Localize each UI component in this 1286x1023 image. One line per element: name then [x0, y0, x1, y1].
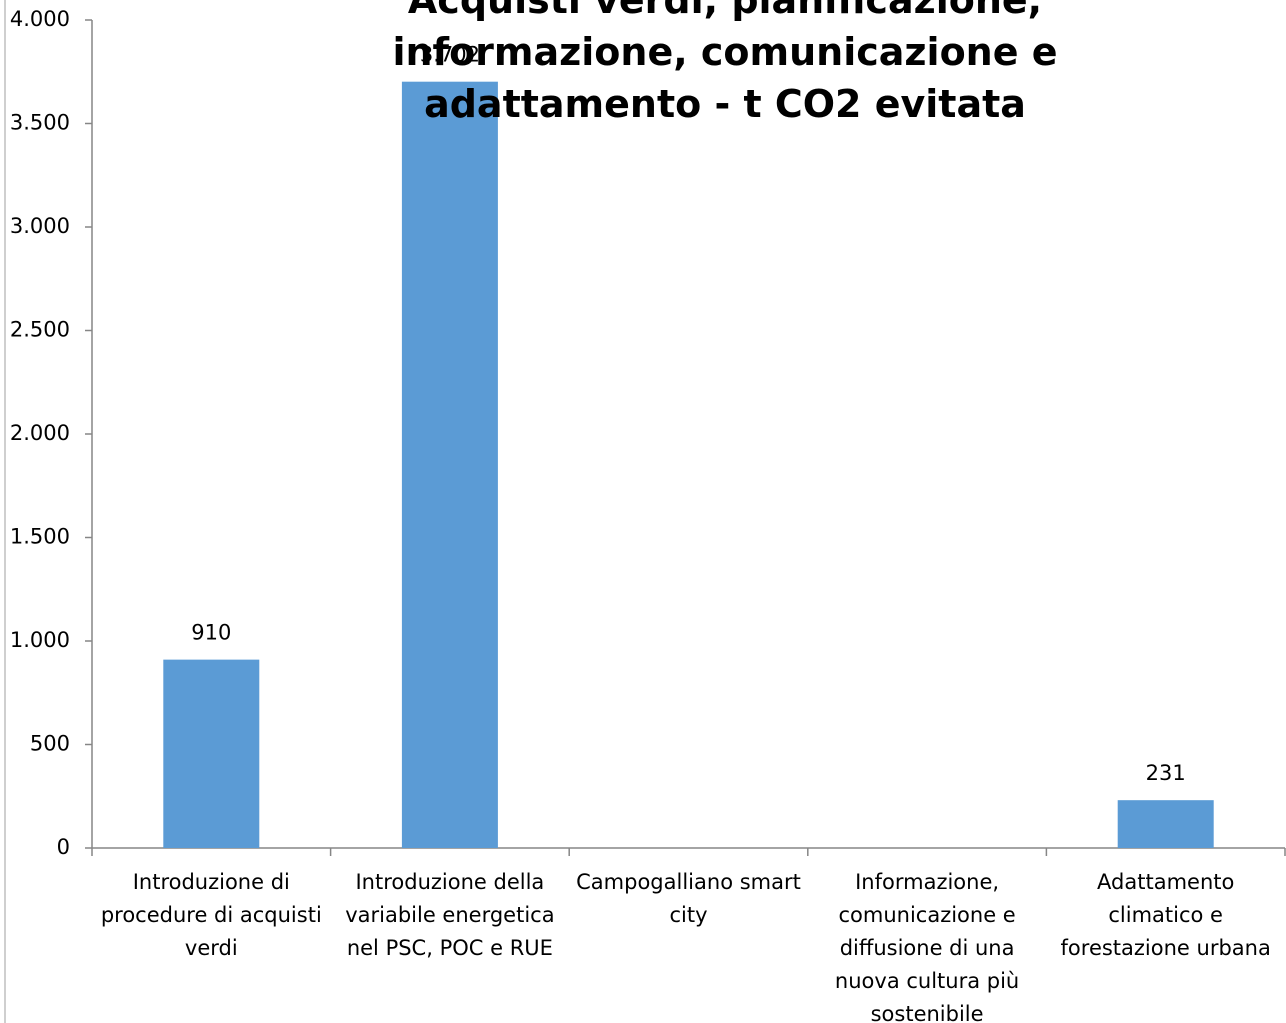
y-tick-label: 1.000 [10, 628, 70, 652]
y-tick-label: 3.000 [10, 214, 70, 238]
y-tick-label: 500 [30, 732, 70, 756]
y-tick-label: 3.500 [10, 111, 70, 135]
x-tick-label: Introduzione della variabile energetica … [345, 870, 555, 960]
y-tick-label: 2.000 [10, 421, 70, 445]
y-tick-label: 4.000 [10, 7, 70, 31]
chart-title: Acquisti verdi, pianificazione, informaz… [392, 0, 1058, 126]
x-tick-label: Introduzione di procedure di acquisti ve… [100, 870, 322, 960]
bar [163, 659, 260, 848]
x-tick-label: Adattamento climatico e forestazione urb… [1060, 870, 1271, 960]
x-tick-label: Informazione, comunicazione e diffusione… [834, 870, 1020, 1023]
x-tick-label: Campogalliano smart city [576, 870, 801, 927]
y-tick-label: 1.500 [10, 525, 70, 549]
data-label: 910 [191, 621, 231, 645]
y-tick-label: 0 [57, 835, 70, 859]
data-label: 231 [1146, 761, 1186, 785]
bar [1117, 800, 1214, 848]
data-label: 3.702 [420, 43, 480, 67]
bar [401, 81, 498, 849]
y-tick-label: 2.500 [10, 318, 70, 342]
